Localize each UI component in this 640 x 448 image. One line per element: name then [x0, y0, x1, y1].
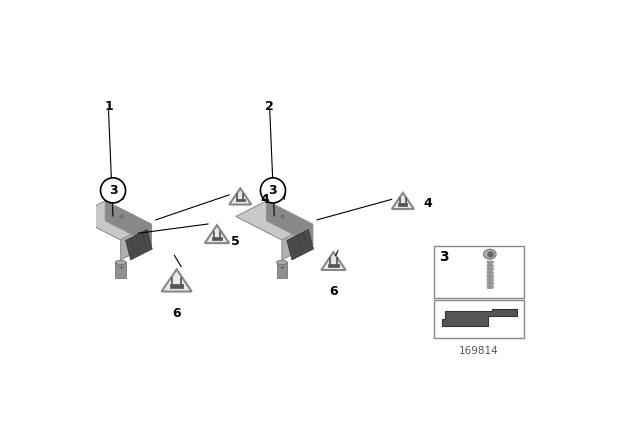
- Polygon shape: [212, 237, 222, 240]
- Polygon shape: [321, 252, 346, 270]
- Polygon shape: [121, 224, 152, 260]
- Bar: [276, 263, 287, 278]
- Circle shape: [260, 178, 285, 203]
- Polygon shape: [328, 264, 339, 267]
- Ellipse shape: [115, 260, 126, 265]
- Polygon shape: [298, 233, 308, 254]
- Polygon shape: [442, 309, 517, 326]
- Polygon shape: [142, 229, 152, 251]
- Polygon shape: [303, 229, 314, 251]
- Polygon shape: [236, 199, 245, 201]
- Polygon shape: [136, 233, 147, 254]
- Text: 5: 5: [230, 235, 239, 249]
- Polygon shape: [170, 284, 183, 288]
- Text: 6: 6: [329, 284, 338, 298]
- Polygon shape: [398, 203, 408, 206]
- Text: 2: 2: [266, 100, 274, 113]
- Text: 3: 3: [440, 250, 449, 264]
- Text: 4: 4: [423, 197, 432, 211]
- Ellipse shape: [484, 249, 496, 259]
- Text: 169814: 169814: [459, 346, 499, 356]
- Polygon shape: [205, 225, 229, 243]
- Polygon shape: [125, 238, 136, 260]
- Text: 4: 4: [260, 193, 269, 206]
- Polygon shape: [282, 224, 313, 260]
- Polygon shape: [105, 201, 152, 244]
- Polygon shape: [131, 235, 141, 257]
- Text: 3: 3: [269, 184, 277, 197]
- Text: 1: 1: [104, 100, 113, 113]
- Bar: [435, 300, 524, 338]
- Polygon shape: [392, 193, 414, 209]
- Text: 6: 6: [172, 307, 181, 320]
- Ellipse shape: [276, 260, 287, 265]
- Polygon shape: [287, 238, 297, 260]
- Polygon shape: [229, 188, 252, 205]
- Bar: [115, 263, 126, 278]
- Circle shape: [100, 178, 125, 203]
- Polygon shape: [236, 201, 313, 240]
- Polygon shape: [266, 201, 313, 244]
- Text: 3: 3: [109, 184, 117, 197]
- Bar: [435, 246, 524, 298]
- Polygon shape: [161, 269, 192, 292]
- Polygon shape: [292, 235, 303, 257]
- Polygon shape: [74, 201, 152, 240]
